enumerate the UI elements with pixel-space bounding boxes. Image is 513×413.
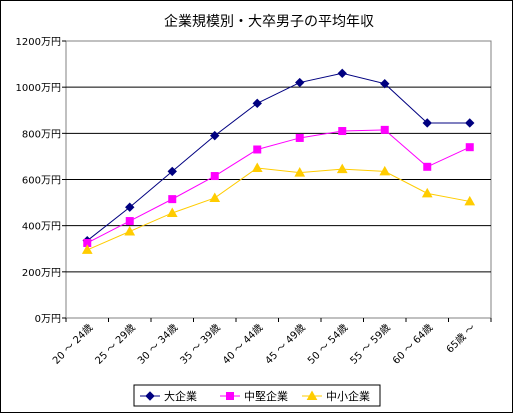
y-tick-label: 1200万円	[16, 37, 61, 48]
data-point	[337, 68, 347, 79]
legend-label: 中堅企業	[244, 389, 288, 403]
data-point	[253, 145, 262, 154]
data-point	[380, 125, 389, 134]
x-tick-label: 45 ～ 49歳	[263, 322, 308, 367]
data-point	[210, 172, 219, 181]
data-point	[422, 118, 432, 128]
data-point	[167, 166, 177, 177]
data-point	[379, 165, 391, 176]
data-point	[210, 130, 220, 141]
y-tick-label: 0万円	[35, 314, 61, 325]
data-point	[465, 118, 475, 128]
data-point	[295, 133, 304, 142]
legend-marker	[306, 390, 318, 400]
legend-marker	[226, 392, 234, 400]
legend-label: 中小企業	[326, 389, 370, 403]
x-tick-label: 40 ～ 44歳	[220, 322, 265, 367]
data-point	[166, 207, 178, 217]
data-point	[380, 78, 390, 89]
data-point	[423, 162, 432, 171]
series-line	[86, 72, 470, 242]
series-3	[81, 162, 476, 254]
data-point	[464, 195, 476, 206]
y-tick-label: 200万円	[22, 268, 61, 279]
data-point	[421, 187, 433, 198]
data-point	[125, 202, 135, 212]
legend-item: 中堅企業	[220, 389, 288, 403]
x-tick-label: 50 ～ 54歳	[305, 322, 350, 367]
x-tick-label: 60 ～ 64歳	[390, 322, 435, 367]
x-tick-label: 55 ～ 59歳	[348, 322, 393, 367]
data-point	[81, 244, 93, 254]
gridlines	[66, 86, 491, 273]
data-point	[125, 217, 134, 226]
series-line	[87, 129, 470, 244]
data-point	[209, 192, 221, 202]
series-group	[81, 68, 476, 254]
y-tick-label: 1000万円	[16, 83, 61, 94]
data-point	[338, 127, 347, 136]
x-tick-label: 65歳 ～	[444, 322, 478, 356]
legend-marker	[145, 391, 155, 401]
series-1	[82, 68, 475, 246]
y-tick-label: 800万円	[22, 129, 61, 140]
data-point	[295, 77, 305, 88]
y-axis-ticks: 0万円 200万円 400万円 600万円 800万円 1000万円 1200万円	[16, 37, 66, 325]
legend: 大企業 中堅企業 中小企業	[133, 384, 381, 407]
y-tick-label: 600万円	[22, 176, 61, 187]
x-tick-label: 35 ～ 39歳	[178, 322, 223, 367]
data-point	[294, 167, 306, 177]
legend-label: 大企業	[164, 389, 197, 403]
legend-box	[133, 384, 381, 407]
data-point	[336, 163, 348, 174]
series-line	[87, 167, 470, 251]
data-point	[251, 162, 263, 172]
y-tick-label: 400万円	[22, 222, 61, 233]
legend-item: 中小企業	[302, 389, 370, 403]
data-point	[124, 225, 136, 236]
x-tick-label: 25 ～ 29歳	[93, 322, 138, 367]
series-2	[83, 125, 474, 247]
data-point	[168, 195, 177, 204]
chart-title: 企業規模別・大卒男子の平均年収	[164, 13, 374, 30]
data-point	[252, 98, 262, 109]
legend-item: 大企業	[140, 389, 197, 403]
data-point	[465, 143, 474, 152]
x-tick-label: 20 ～ 24歳	[50, 322, 95, 367]
x-tick-label: 30 ～ 34歳	[135, 322, 180, 367]
